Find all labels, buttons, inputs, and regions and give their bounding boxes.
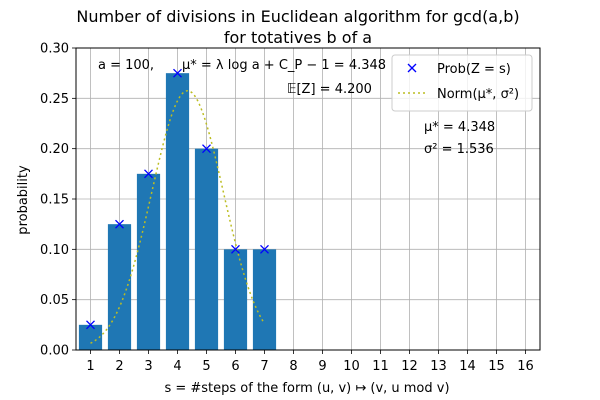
x-marker-stroke bbox=[231, 244, 240, 254]
y-tick-label: 0.20 bbox=[40, 142, 69, 157]
x-marker-stroke bbox=[115, 219, 124, 229]
annotation-sigma-value: σ² = 1.536 bbox=[424, 142, 494, 157]
x-marker-stroke bbox=[144, 169, 153, 179]
x-tick-label: 15 bbox=[488, 359, 505, 374]
x-tick-label: 16 bbox=[517, 359, 534, 374]
x-axis-label: s = #steps of the form (u, v) ↦ (v, u mo… bbox=[164, 381, 449, 396]
bar bbox=[107, 224, 132, 350]
x-tick-label: 9 bbox=[318, 359, 326, 374]
x-marker bbox=[173, 68, 182, 78]
y-tick-label: 0.15 bbox=[40, 193, 69, 208]
probability-markers bbox=[86, 68, 269, 330]
chart-title-line1: Number of divisions in Euclidean algorit… bbox=[76, 7, 519, 26]
bars bbox=[78, 73, 277, 351]
x-marker bbox=[86, 320, 95, 330]
legend-marker-stroke bbox=[407, 63, 417, 73]
bar bbox=[194, 148, 219, 350]
x-tick-label: 11 bbox=[372, 359, 389, 374]
x-marker bbox=[202, 144, 211, 154]
bar bbox=[165, 73, 190, 351]
annotation-expectation: 𝔼[Z] = 4.200 bbox=[287, 82, 372, 97]
legend-item-norm: Norm(μ*, σ²) bbox=[437, 87, 519, 102]
bar bbox=[252, 249, 277, 350]
y-axis-label: probability bbox=[16, 165, 31, 235]
x-tick-label: 2 bbox=[115, 359, 123, 374]
x-tick-label: 8 bbox=[289, 359, 297, 374]
y-tick-label: 0.30 bbox=[40, 42, 69, 57]
x-marker-stroke bbox=[260, 244, 269, 254]
normal-curve-layer bbox=[90, 90, 266, 344]
legend: Prob(Z = s) Norm(μ*, σ²) bbox=[391, 54, 533, 112]
bar bbox=[223, 249, 248, 350]
bar bbox=[78, 324, 103, 350]
chart-title-line2: for totatives b of a bbox=[224, 28, 372, 47]
x-tick-label: 14 bbox=[459, 359, 476, 374]
x-tick-label: 4 bbox=[173, 359, 181, 374]
x-tick-label: 3 bbox=[144, 359, 152, 374]
y-tick-label: 0.05 bbox=[40, 293, 69, 308]
bar bbox=[136, 173, 161, 350]
annotation-mu-formula: μ* = λ log a + C_P − 1 = 4.348 bbox=[182, 58, 386, 73]
annotation-a: a = 100, bbox=[98, 58, 154, 73]
y-tick-label: 0.10 bbox=[40, 243, 69, 258]
x-marker bbox=[260, 244, 269, 254]
y-tick-label: 0.00 bbox=[40, 344, 69, 359]
x-marker-stroke bbox=[86, 320, 95, 330]
y-axis-ticks: 0.00 0.05 0.10 0.15 0.20 0.25 0.30 bbox=[40, 42, 76, 359]
x-tick-label: 1 bbox=[86, 359, 94, 374]
x-axis-ticks: 1 2 3 4 5 6 7 8 9 10 11 12 13 14 15 16 bbox=[86, 350, 534, 374]
x-marker bbox=[231, 244, 240, 254]
normal-curve bbox=[90, 90, 266, 344]
legend-box bbox=[391, 54, 533, 112]
x-tick-label: 7 bbox=[260, 359, 268, 374]
y-tick-label: 0.25 bbox=[40, 92, 69, 107]
x-tick-label: 12 bbox=[401, 359, 418, 374]
legend-item-prob: Prob(Z = s) bbox=[437, 62, 511, 77]
x-tick-label: 13 bbox=[430, 359, 447, 374]
x-marker bbox=[115, 219, 124, 229]
x-tick-label: 10 bbox=[343, 359, 360, 374]
x-marker bbox=[144, 169, 153, 179]
x-marker-stroke bbox=[202, 144, 211, 154]
x-marker-stroke bbox=[173, 68, 182, 78]
annotation-mu-value: μ* = 4.348 bbox=[424, 120, 495, 135]
x-tick-label: 5 bbox=[202, 359, 210, 374]
legend-marker-icon bbox=[407, 63, 417, 73]
x-tick-label: 6 bbox=[231, 359, 239, 374]
